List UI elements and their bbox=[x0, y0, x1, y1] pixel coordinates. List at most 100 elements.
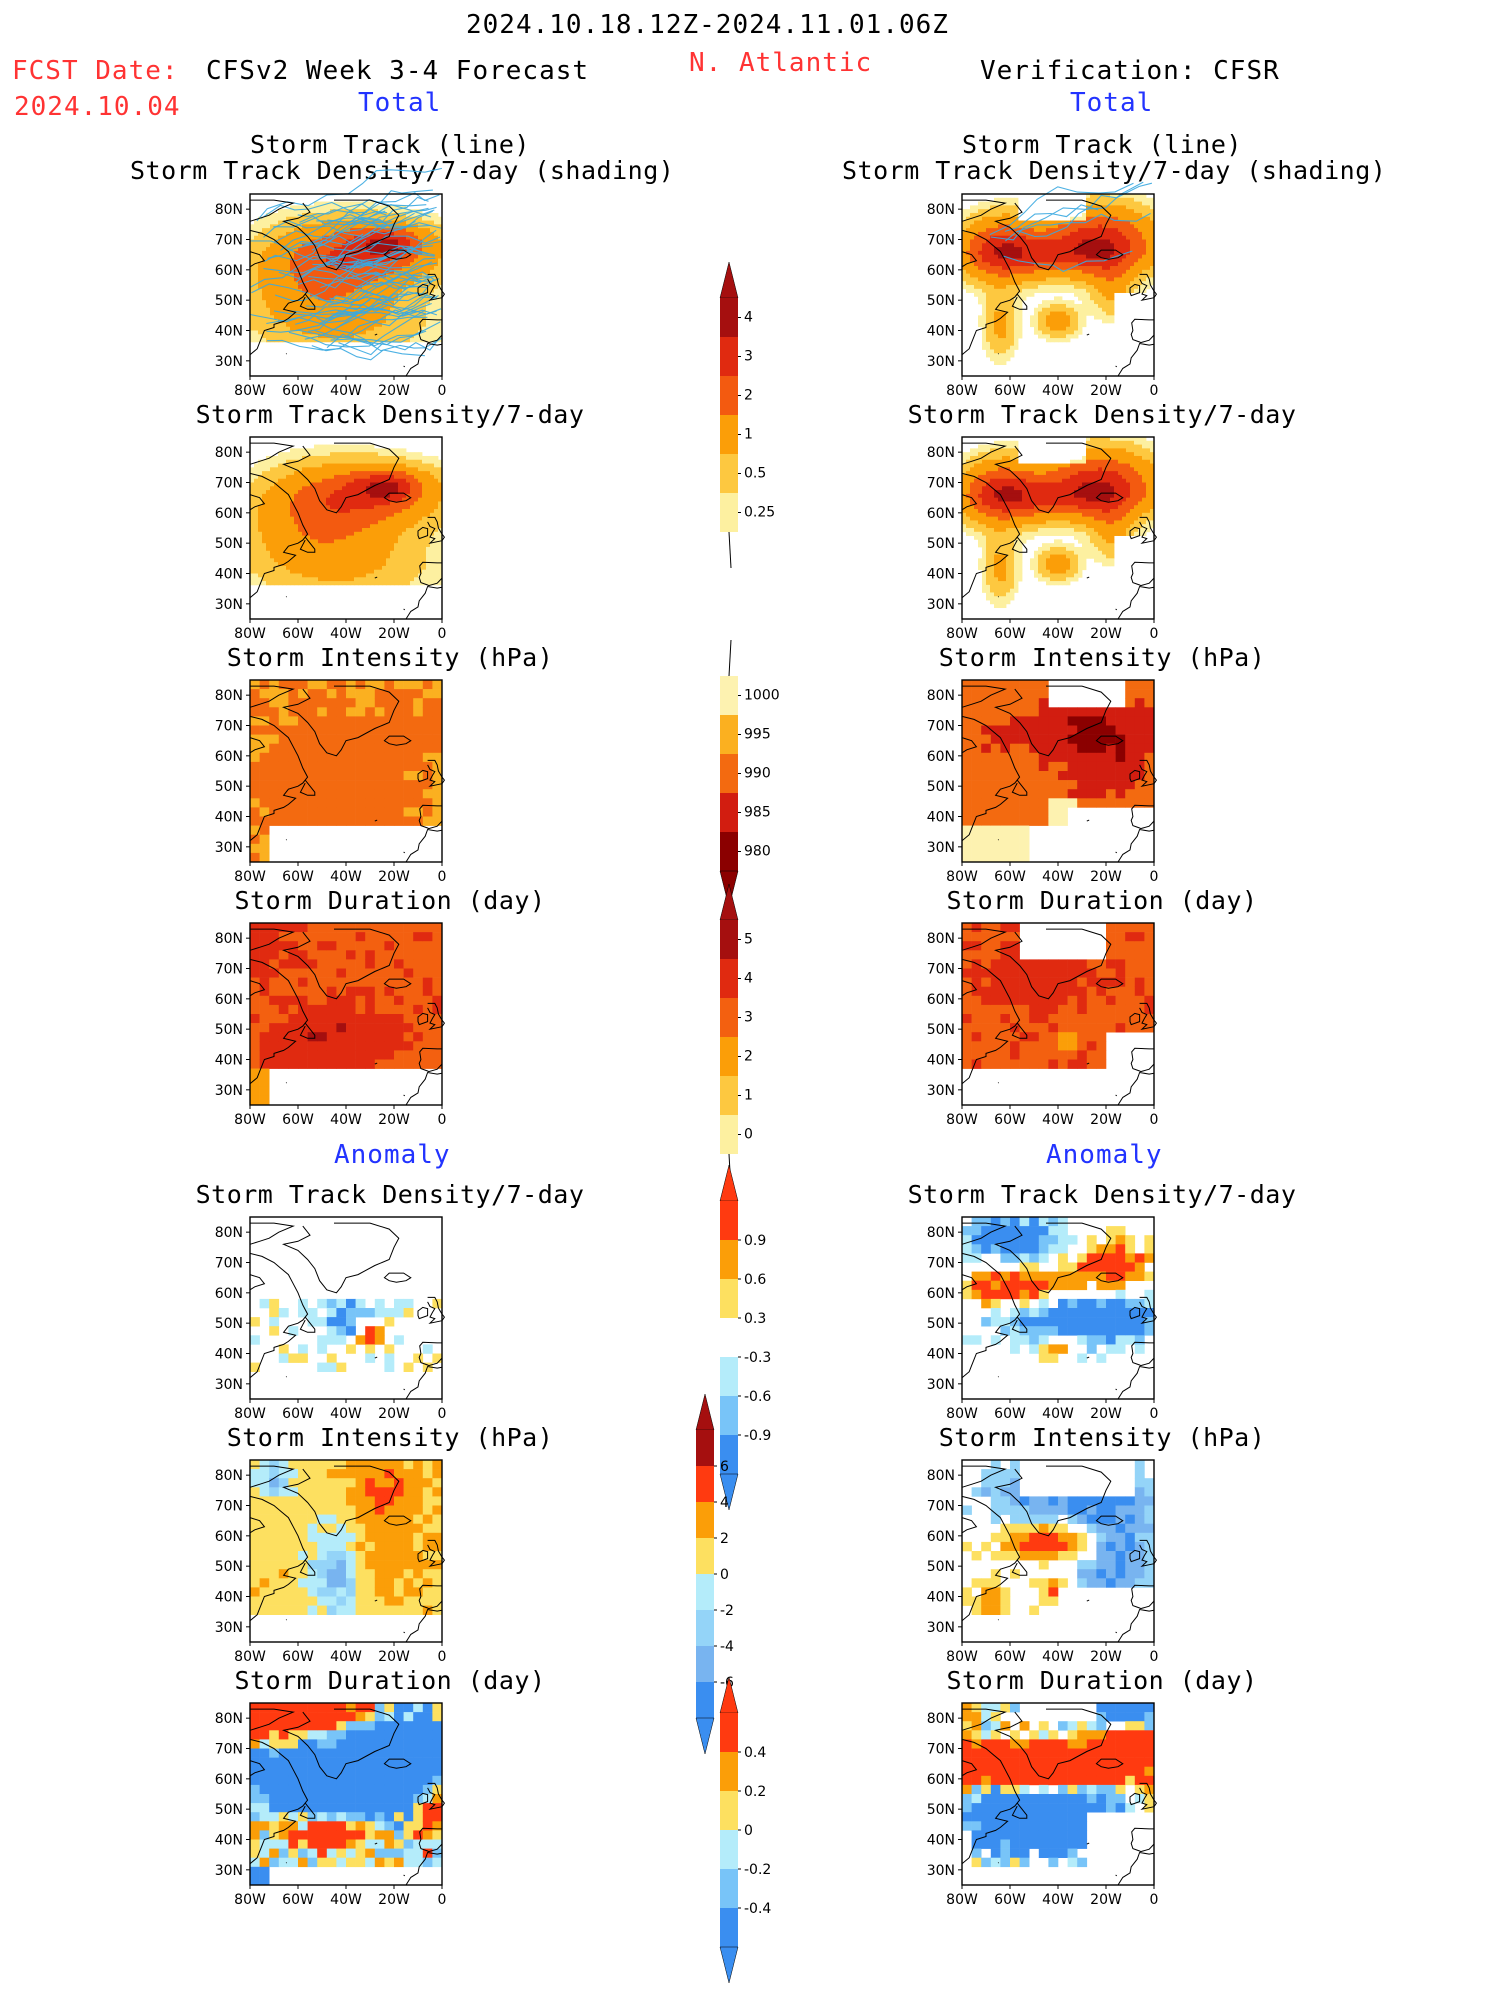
colorbar-label: 6 bbox=[720, 1459, 729, 1475]
colorbar-segment bbox=[720, 1357, 738, 1396]
lat-tick-label: 50N bbox=[215, 1022, 243, 1038]
colorbar-segment bbox=[720, 1752, 738, 1791]
panel-title-track-left-1: Storm Track (line) bbox=[200, 130, 580, 159]
colorbar-label: 995 bbox=[744, 727, 771, 743]
lat-tick-label: 60N bbox=[927, 263, 955, 279]
lat-tick-label: 40N bbox=[215, 1590, 243, 1606]
lat-tick-label: 70N bbox=[215, 962, 243, 978]
colorbar-segment bbox=[720, 454, 738, 493]
lon-tick-label: 60W bbox=[994, 869, 1026, 885]
lat-tick-label: 40N bbox=[927, 324, 955, 340]
lon-tick-label: 60W bbox=[282, 1892, 314, 1908]
model-title: CFSv2 Week 3-4 Forecast bbox=[206, 56, 589, 86]
colorbar-label: 2 bbox=[744, 388, 753, 404]
colorbar-label: 4 bbox=[744, 310, 753, 326]
lat-tick-label: 70N bbox=[215, 719, 243, 735]
lon-tick-label: 0 bbox=[1150, 869, 1159, 885]
lat-tick-label: 30N bbox=[927, 840, 955, 856]
colorbar-segment bbox=[720, 493, 738, 532]
lat-tick-label: 70N bbox=[927, 476, 955, 492]
fcst-date-value: 2024.10.04 bbox=[14, 92, 181, 122]
lat-tick-label: 80N bbox=[215, 931, 243, 947]
colorbar-label: 1 bbox=[744, 427, 753, 443]
lat-tick-label: 60N bbox=[215, 1286, 243, 1302]
lon-tick-label: 40W bbox=[330, 626, 362, 642]
lat-tick-label: 60N bbox=[927, 992, 955, 1008]
shading-layer bbox=[962, 437, 1154, 608]
lat-tick-label: 30N bbox=[927, 1083, 955, 1099]
colorbar-label: -0.3 bbox=[744, 1350, 771, 1366]
lat-tick-label: 80N bbox=[215, 1468, 243, 1484]
lat-tick-label: 80N bbox=[927, 931, 955, 947]
colorbar-arrow-top bbox=[720, 262, 738, 298]
colorbar-label: 0.9 bbox=[744, 1233, 766, 1249]
colorbar-segment bbox=[720, 754, 738, 793]
lon-tick-label: 60W bbox=[994, 1892, 1026, 1908]
panel-title-duration-anom-right: Storm Duration (day) bbox=[902, 1666, 1302, 1695]
panel-title-density-left: Storm Track Density/7-day bbox=[190, 400, 590, 429]
lat-tick-label: 40N bbox=[215, 324, 243, 340]
lat-tick-label: 40N bbox=[215, 1347, 243, 1363]
lat-tick-label: 30N bbox=[927, 354, 955, 370]
colorbar-segment bbox=[720, 1830, 738, 1869]
colorbar-label: 5 bbox=[744, 932, 753, 948]
lat-tick-label: 80N bbox=[927, 202, 955, 218]
lat-tick-label: 50N bbox=[215, 536, 243, 552]
lon-tick-label: 60W bbox=[282, 383, 314, 399]
colorbar-arrow-bottom bbox=[720, 1947, 738, 1983]
lon-tick-label: 80W bbox=[946, 869, 978, 885]
colorbar-arrow-top bbox=[696, 1394, 714, 1430]
lat-tick-label: 70N bbox=[927, 719, 955, 735]
lat-tick-label: 70N bbox=[927, 962, 955, 978]
lon-tick-label: 80W bbox=[234, 1406, 266, 1422]
lon-tick-label: 0 bbox=[1150, 1892, 1159, 1908]
panel-title-density-anom-right: Storm Track Density/7-day bbox=[902, 1180, 1302, 1209]
shading-layer bbox=[250, 445, 442, 586]
lat-tick-label: 60N bbox=[927, 1772, 955, 1788]
colorbar-label: 2 bbox=[744, 1049, 753, 1065]
colorbar-segment bbox=[720, 998, 738, 1037]
colorbar-segment bbox=[696, 1682, 714, 1718]
shading-layer bbox=[250, 1460, 442, 1615]
colorbar-segment bbox=[696, 1574, 714, 1610]
lon-tick-label: 0 bbox=[1150, 383, 1159, 399]
lon-tick-label: 20W bbox=[1090, 626, 1122, 642]
lat-tick-label: 50N bbox=[927, 293, 955, 309]
panel-title-density-right: Storm Track Density/7-day bbox=[902, 400, 1302, 429]
lat-tick-label: 80N bbox=[215, 445, 243, 461]
lon-tick-label: 20W bbox=[1090, 1649, 1122, 1665]
lon-tick-label: 20W bbox=[378, 626, 410, 642]
lon-tick-label: 80W bbox=[946, 1892, 978, 1908]
lat-tick-label: 70N bbox=[215, 476, 243, 492]
colorbar-label: 1000 bbox=[744, 688, 780, 704]
lon-tick-label: 80W bbox=[234, 1892, 266, 1908]
lat-tick-label: 50N bbox=[927, 779, 955, 795]
lon-tick-label: 80W bbox=[946, 626, 978, 642]
lon-tick-label: 0 bbox=[438, 869, 447, 885]
colorbar-label: 0 bbox=[744, 1823, 753, 1839]
lat-tick-label: 60N bbox=[927, 1529, 955, 1545]
lat-tick-label: 30N bbox=[215, 1863, 243, 1879]
lon-tick-label: 80W bbox=[234, 869, 266, 885]
colorbar-label: 0.25 bbox=[744, 505, 775, 521]
lon-tick-label: 40W bbox=[1042, 383, 1074, 399]
lat-tick-label: 50N bbox=[215, 1802, 243, 1818]
shading-layer bbox=[962, 1460, 1154, 1615]
colorbar-arrow-top bbox=[720, 1165, 738, 1201]
shading-layer bbox=[962, 680, 1154, 862]
lon-tick-label: 60W bbox=[994, 1112, 1026, 1128]
colorbar-label: 0.2 bbox=[744, 1784, 766, 1800]
lon-tick-label: 0 bbox=[438, 1112, 447, 1128]
colorbar-segment bbox=[720, 1869, 738, 1908]
colorbar-label: -0.4 bbox=[744, 1901, 771, 1917]
lon-tick-label: 0 bbox=[438, 383, 447, 399]
lon-tick-label: 40W bbox=[1042, 1406, 1074, 1422]
colorbar-label: -0.2 bbox=[744, 1862, 771, 1878]
lat-tick-label: 50N bbox=[927, 1802, 955, 1818]
lon-tick-label: 20W bbox=[1090, 1406, 1122, 1422]
